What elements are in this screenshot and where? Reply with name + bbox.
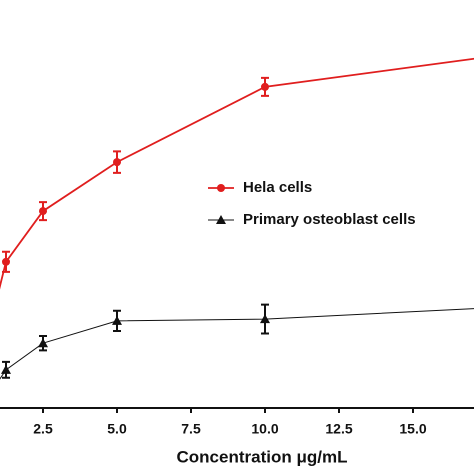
x-tick-label: 12.5 <box>325 421 352 437</box>
data-point <box>112 315 122 325</box>
series-line <box>0 308 474 380</box>
x-tick-label: 10.0 <box>251 421 278 437</box>
data-point <box>2 257 10 266</box>
x-tick-label: 7.5 <box>181 421 201 437</box>
data-point <box>39 207 47 216</box>
series-line <box>0 57 474 290</box>
legend-label: Primary osteoblast cells <box>243 211 416 228</box>
legend-marker <box>216 215 226 224</box>
data-point <box>1 364 11 374</box>
x-tick-label: 15.0 <box>399 421 426 437</box>
data-point <box>113 158 121 167</box>
legend-marker <box>217 184 225 192</box>
data-point <box>260 314 270 324</box>
x-tick-label: 5.0 <box>107 421 127 437</box>
x-axis-label: Concentration μg/mL <box>177 447 348 466</box>
x-tick-label: 2.5 <box>33 421 53 437</box>
data-point <box>261 82 269 91</box>
data-point <box>38 338 48 348</box>
legend-label: Hela cells <box>243 179 312 196</box>
